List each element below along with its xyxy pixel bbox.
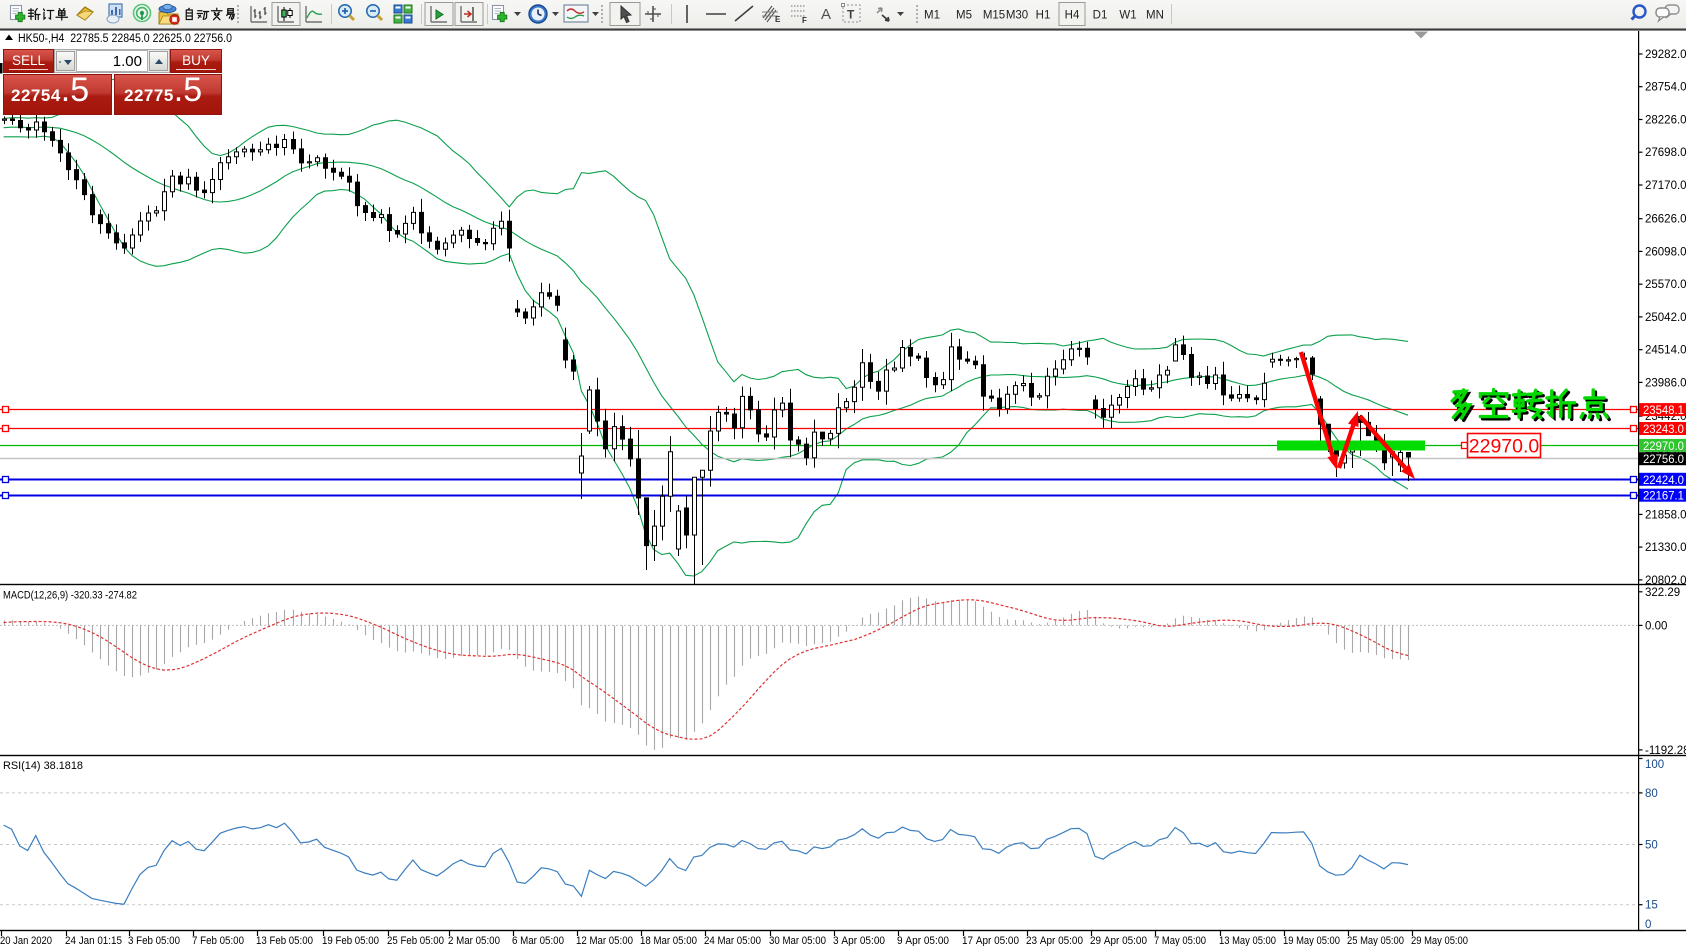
svg-text:80: 80 bbox=[1645, 788, 1658, 800]
svg-text:26098.0: 26098.0 bbox=[1645, 246, 1686, 258]
svg-text:24 Jan 01:15: 24 Jan 01:15 bbox=[65, 935, 122, 946]
svg-text:0.00: 0.00 bbox=[1645, 620, 1667, 632]
svg-text:22970.0: 22970.0 bbox=[1643, 441, 1684, 453]
svg-text:-1192.28: -1192.28 bbox=[1645, 745, 1686, 757]
svg-text:22970.0: 22970.0 bbox=[1469, 436, 1540, 458]
svg-text:23243.0: 23243.0 bbox=[1643, 424, 1684, 436]
svg-text:A: A bbox=[821, 6, 831, 23]
svg-text:F: F bbox=[802, 16, 807, 25]
svg-text:25 May 05:00: 25 May 05:00 bbox=[1347, 935, 1404, 946]
svg-text:2 Mar 05:00: 2 Mar 05:00 bbox=[448, 935, 500, 946]
svg-text:24514.0: 24514.0 bbox=[1645, 345, 1686, 357]
svg-text:H4: H4 bbox=[1065, 10, 1080, 22]
svg-text:18 Mar 05:00: 18 Mar 05:00 bbox=[640, 935, 697, 946]
svg-text:M1: M1 bbox=[924, 10, 940, 22]
svg-text:M5: M5 bbox=[956, 10, 972, 22]
svg-text:29 Apr 05:00: 29 Apr 05:00 bbox=[1090, 935, 1147, 946]
svg-text:100: 100 bbox=[1645, 759, 1664, 771]
svg-text:13 Feb 05:00: 13 Feb 05:00 bbox=[256, 935, 313, 946]
svg-text:22424.0: 22424.0 bbox=[1643, 475, 1684, 487]
svg-text:D1: D1 bbox=[1093, 10, 1108, 22]
svg-text:0: 0 bbox=[1645, 919, 1651, 931]
svg-text:25 Feb 05:00: 25 Feb 05:00 bbox=[387, 935, 444, 946]
svg-text:3 Apr 05:00: 3 Apr 05:00 bbox=[833, 935, 885, 946]
svg-text:M15: M15 bbox=[983, 10, 1005, 22]
svg-text:13 May 05:00: 13 May 05:00 bbox=[1219, 935, 1276, 946]
svg-text:7 Feb 05:00: 7 Feb 05:00 bbox=[192, 935, 244, 946]
svg-text:19 Feb 05:00: 19 Feb 05:00 bbox=[322, 935, 379, 946]
svg-text:24 Mar 05:00: 24 Mar 05:00 bbox=[704, 935, 761, 946]
svg-text:7 May 05:00: 7 May 05:00 bbox=[1154, 935, 1206, 946]
svg-text:HK50-,H4 22785.5 22845.0 2262: HK50-,H4 22785.5 22845.0 22625.0 22756.0 bbox=[18, 33, 232, 45]
svg-text:T: T bbox=[847, 8, 855, 22]
svg-text:E: E bbox=[775, 15, 781, 24]
svg-text:20802.0: 20802.0 bbox=[1645, 575, 1686, 587]
svg-text:H1: H1 bbox=[1036, 10, 1051, 22]
svg-text:29282.0: 29282.0 bbox=[1645, 49, 1686, 61]
svg-text:9 Apr 05:00: 9 Apr 05:00 bbox=[897, 935, 949, 946]
svg-text:25570.0: 25570.0 bbox=[1645, 279, 1686, 291]
svg-text:M30: M30 bbox=[1006, 10, 1028, 22]
svg-text:23548.1: 23548.1 bbox=[1643, 405, 1684, 417]
svg-text:322.29: 322.29 bbox=[1645, 587, 1680, 599]
svg-text:25042.0: 25042.0 bbox=[1645, 312, 1686, 324]
svg-text:27698.0: 27698.0 bbox=[1645, 147, 1686, 159]
svg-text:6 Mar 05:00: 6 Mar 05:00 bbox=[512, 935, 564, 946]
svg-text:27170.0: 27170.0 bbox=[1645, 180, 1686, 192]
svg-text:19 May 05:00: 19 May 05:00 bbox=[1283, 935, 1340, 946]
svg-text:28226.0: 28226.0 bbox=[1645, 115, 1686, 127]
svg-text:MACD(12,26,9) -320.33 -274.82: MACD(12,26,9) -320.33 -274.82 bbox=[3, 590, 137, 602]
svg-text:RSI(14) 38.1818: RSI(14) 38.1818 bbox=[3, 760, 83, 772]
svg-text:30 Mar 05:00: 30 Mar 05:00 bbox=[769, 935, 826, 946]
svg-text:15: 15 bbox=[1645, 900, 1658, 912]
svg-text:MN: MN bbox=[1146, 10, 1164, 22]
svg-text:26626.0: 26626.0 bbox=[1645, 214, 1686, 226]
svg-text:50: 50 bbox=[1645, 840, 1658, 852]
svg-text:17 Apr 05:00: 17 Apr 05:00 bbox=[962, 935, 1019, 946]
svg-text:23986.0: 23986.0 bbox=[1645, 377, 1686, 389]
svg-text:22167.1: 22167.1 bbox=[1643, 491, 1684, 503]
svg-text:12 Mar 05:00: 12 Mar 05:00 bbox=[576, 935, 633, 946]
svg-text:28754.0: 28754.0 bbox=[1645, 82, 1686, 94]
svg-text:21858.0: 21858.0 bbox=[1645, 509, 1686, 521]
svg-text:W1: W1 bbox=[1119, 10, 1136, 22]
svg-text:29 May 05:00: 29 May 05:00 bbox=[1411, 935, 1468, 946]
svg-text:20 Jan 2020: 20 Jan 2020 bbox=[0, 935, 52, 946]
svg-text:3 Feb 05:00: 3 Feb 05:00 bbox=[128, 935, 180, 946]
svg-text:22756.0: 22756.0 bbox=[1643, 454, 1684, 466]
svg-text:23 Apr 05:00: 23 Apr 05:00 bbox=[1026, 935, 1083, 946]
svg-text:21330.0: 21330.0 bbox=[1645, 542, 1686, 554]
